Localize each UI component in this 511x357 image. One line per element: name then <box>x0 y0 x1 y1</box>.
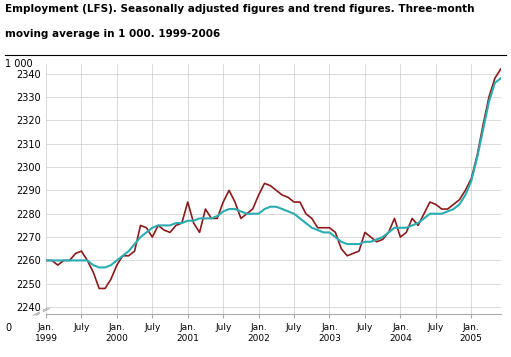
Text: 0: 0 <box>6 323 12 333</box>
Text: 1 000: 1 000 <box>5 59 33 69</box>
Text: moving average in 1 000. 1999-2006: moving average in 1 000. 1999-2006 <box>5 29 220 39</box>
Text: Employment (LFS). Seasonally adjusted figures and trend figures. Three-month: Employment (LFS). Seasonally adjusted fi… <box>5 4 475 14</box>
